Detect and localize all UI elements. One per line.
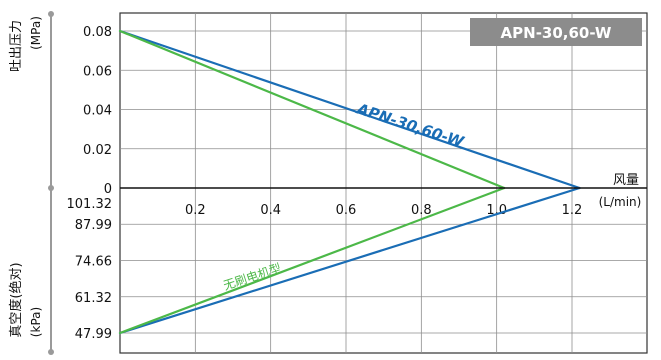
vacuum-tick-label: 47.99 <box>75 327 112 342</box>
pressure-tick-label: 0.04 <box>83 104 112 119</box>
vacuum-tick-label: 61.32 <box>75 291 112 306</box>
pressure-tick-label: 0.06 <box>83 64 112 79</box>
x-tick-label: 0.4 <box>260 203 281 218</box>
vacuum-tick-label: 87.99 <box>75 218 112 233</box>
pressure-tick-label: 0.08 <box>83 25 112 40</box>
grid-layer <box>120 13 647 353</box>
x-tick-label: 1.0 <box>486 203 507 218</box>
series-label-blue: APN-30,60-W <box>354 99 467 151</box>
vacuum-tick-label: 74.66 <box>75 254 112 269</box>
vacuum-axis-label: 真空度(绝对) <box>8 262 24 337</box>
vacuum-axis-unit: (kPa) <box>29 307 43 337</box>
bracket-dot-bottom <box>48 349 54 355</box>
pressure-axis-unit: (MPa) <box>29 16 43 50</box>
title-badge-text: APN-30,60-W <box>501 24 612 42</box>
series-1-vacuum-line <box>118 186 506 335</box>
title-badge <box>470 18 642 46</box>
x-tick-label: 0.2 <box>185 203 206 218</box>
plot-frame <box>119 12 648 354</box>
x-tick-label: 0.8 <box>411 203 432 218</box>
pressure-tick-label: 0.02 <box>83 143 112 158</box>
x-axis-label: 风量 <box>613 173 639 188</box>
x-axis-unit: (L/min) <box>599 195 642 209</box>
series-0-pressure-line <box>118 29 581 190</box>
series-layer <box>118 29 581 335</box>
series-0-vacuum-line <box>118 186 581 335</box>
vacuum-tick-label: 101.32 <box>67 197 113 212</box>
bracket-dot-mid <box>48 185 54 191</box>
bracket-dot-top <box>48 11 54 17</box>
x-tick-label: 0.6 <box>336 203 357 218</box>
series-1-pressure-line <box>118 29 506 190</box>
series-label-green: 无刷电机型 <box>222 261 283 293</box>
pressure-axis-label: 吐出压力 <box>9 20 24 72</box>
pressure-tick-label: 0 <box>104 182 112 197</box>
x-tick-label: 1.2 <box>562 203 583 218</box>
